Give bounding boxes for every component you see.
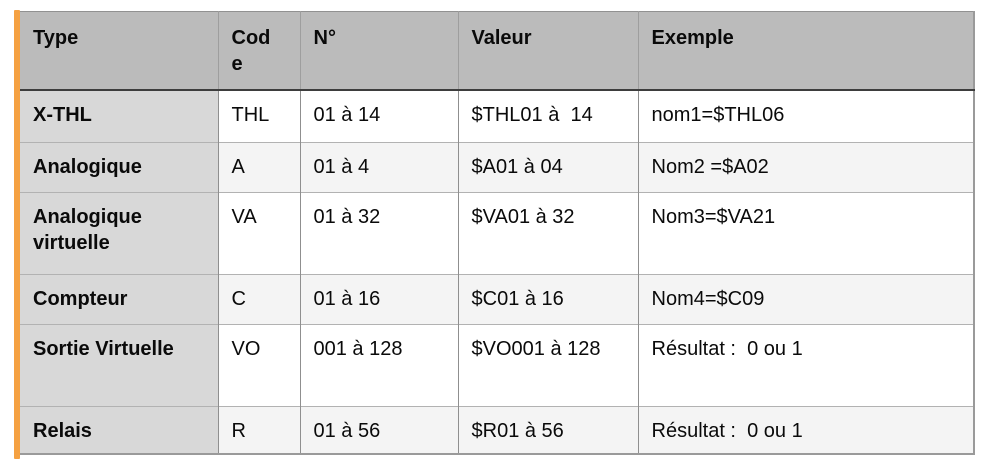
cell-exemple: Nom4=$C09 <box>637 274 974 325</box>
cell-type: Relais <box>20 406 218 454</box>
cell-valeur: $C01 à 16 <box>457 274 638 325</box>
cell-numero: 001 à 128 <box>299 324 458 407</box>
cell-type: Analogique virtuelle <box>20 192 218 275</box>
cell-valeur: $A01 à 04 <box>457 142 638 193</box>
revision-change-bar <box>14 10 20 459</box>
cell-valeur: $THL01 à 14 <box>457 89 638 143</box>
column-header-numero: N° <box>299 11 458 91</box>
cell-numero: 01 à 56 <box>299 406 458 454</box>
cell-numero: 01 à 4 <box>299 142 458 193</box>
cell-code: VA <box>217 192 300 275</box>
column-header-valeur: Valeur <box>457 11 638 91</box>
column-header-code-label: Code <box>231 27 271 75</box>
cell-exemple: Résultat : 0 ou 1 <box>637 324 974 407</box>
cell-numero: 01 à 14 <box>299 89 458 143</box>
table-row: Analogique virtuelle VA 01 à 32 $VA01 à … <box>20 192 974 275</box>
cell-valeur: $VO001 à 128 <box>457 324 638 407</box>
table-row: Compteur C 01 à 16 $C01 à 16 Nom4=$C09 <box>20 274 974 325</box>
cell-code: C <box>217 274 300 325</box>
cell-code: A <box>217 142 300 193</box>
cell-code: THL <box>217 89 300 143</box>
cell-type: Compteur <box>20 274 218 325</box>
cell-exemple: Résultat : 0 ou 1 <box>637 406 974 454</box>
cell-type: Sortie Virtuelle <box>20 324 218 407</box>
cell-valeur: $VA01 à 32 <box>457 192 638 275</box>
cell-numero: 01 à 32 <box>299 192 458 275</box>
column-header-exemple: Exemple <box>637 11 974 91</box>
cell-valeur: $R01 à 56 <box>457 406 638 454</box>
cell-exemple: Nom3=$VA21 <box>637 192 974 275</box>
column-header-code: Code <box>217 11 300 91</box>
cell-code: R <box>217 406 300 454</box>
table-row: X-THL THL 01 à 14 $THL01 à 14 nom1=$THL0… <box>20 89 974 143</box>
table-row: Relais R 01 à 56 $R01 à 56 Résultat : 0 … <box>20 406 974 454</box>
cell-type: X-THL <box>20 89 218 143</box>
table-row: Analogique A 01 à 4 $A01 à 04 Nom2 =$A02 <box>20 142 974 193</box>
variables-table: Type Code N° Valeur Exemple X-THL THL 01… <box>20 11 975 455</box>
cell-type: Analogique <box>20 142 218 193</box>
cell-numero: 01 à 16 <box>299 274 458 325</box>
table-header-row: Type Code N° Valeur Exemple <box>20 11 974 91</box>
cell-exemple: nom1=$THL06 <box>637 89 974 143</box>
column-header-type: Type <box>20 11 218 91</box>
cell-exemple: Nom2 =$A02 <box>637 142 974 193</box>
cell-code: VO <box>217 324 300 407</box>
table-row: Sortie Virtuelle VO 001 à 128 $VO001 à 1… <box>20 324 974 407</box>
